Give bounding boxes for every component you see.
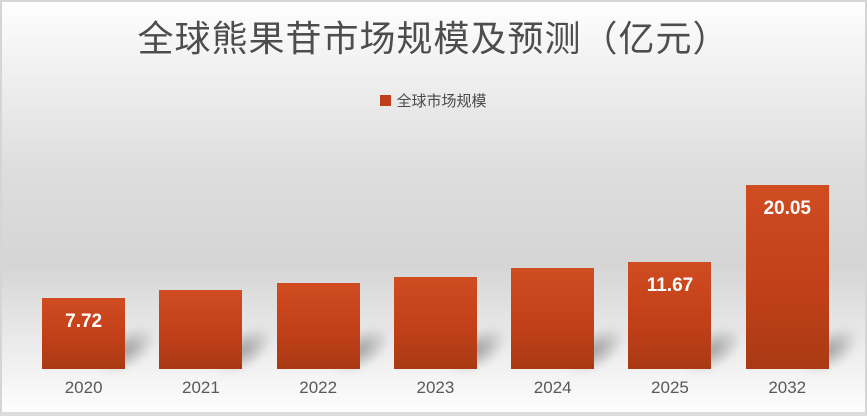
x-axis-label: 2021 (181, 378, 220, 397)
x-axis-label: 2024 (533, 378, 572, 397)
bar-2024 (511, 268, 595, 369)
bar-2021 (159, 290, 243, 369)
bar-2023 (393, 277, 477, 369)
x-axis-label: 2025 (651, 378, 689, 397)
plot-area: 7.72 11.67 20.05 (25, 2, 865, 373)
bar-column-2024 (494, 2, 634, 373)
x-axis-label: 2020 (64, 378, 103, 397)
x-axis-label: 2022 (299, 378, 338, 397)
bar-column-2021 (142, 2, 283, 373)
bar-2025: 11.67 (628, 262, 712, 369)
chart-title: 全球熊果苷市场规模及预测（亿元） (137, 19, 730, 59)
bar-value-label: 11.67 (646, 275, 694, 297)
bar-2022 (276, 282, 360, 369)
bar-value-label: 20.05 (763, 198, 811, 220)
bar-column-2032: 20.05 (729, 2, 865, 373)
bar-2032: 20.05 (745, 185, 829, 369)
bar-column-2023 (377, 2, 517, 373)
legend-label: 全球市场规模 (396, 94, 487, 110)
x-axis-label: 2023 (416, 378, 455, 397)
bar-column-2025: 11.67 (611, 2, 752, 373)
bar-2020: 7.72 (42, 298, 126, 369)
legend: 全球市场规模 (2, 90, 865, 111)
bar-value-label: 7.72 (65, 311, 103, 333)
legend-swatch-icon (380, 95, 392, 106)
x-axis: 2020 2021 2022 2023 2024 2025 2032 (25, 378, 846, 398)
bar-column-2020: 7.72 (25, 2, 165, 373)
x-axis-label: 2032 (768, 378, 807, 397)
bar-column-2022 (260, 2, 400, 373)
